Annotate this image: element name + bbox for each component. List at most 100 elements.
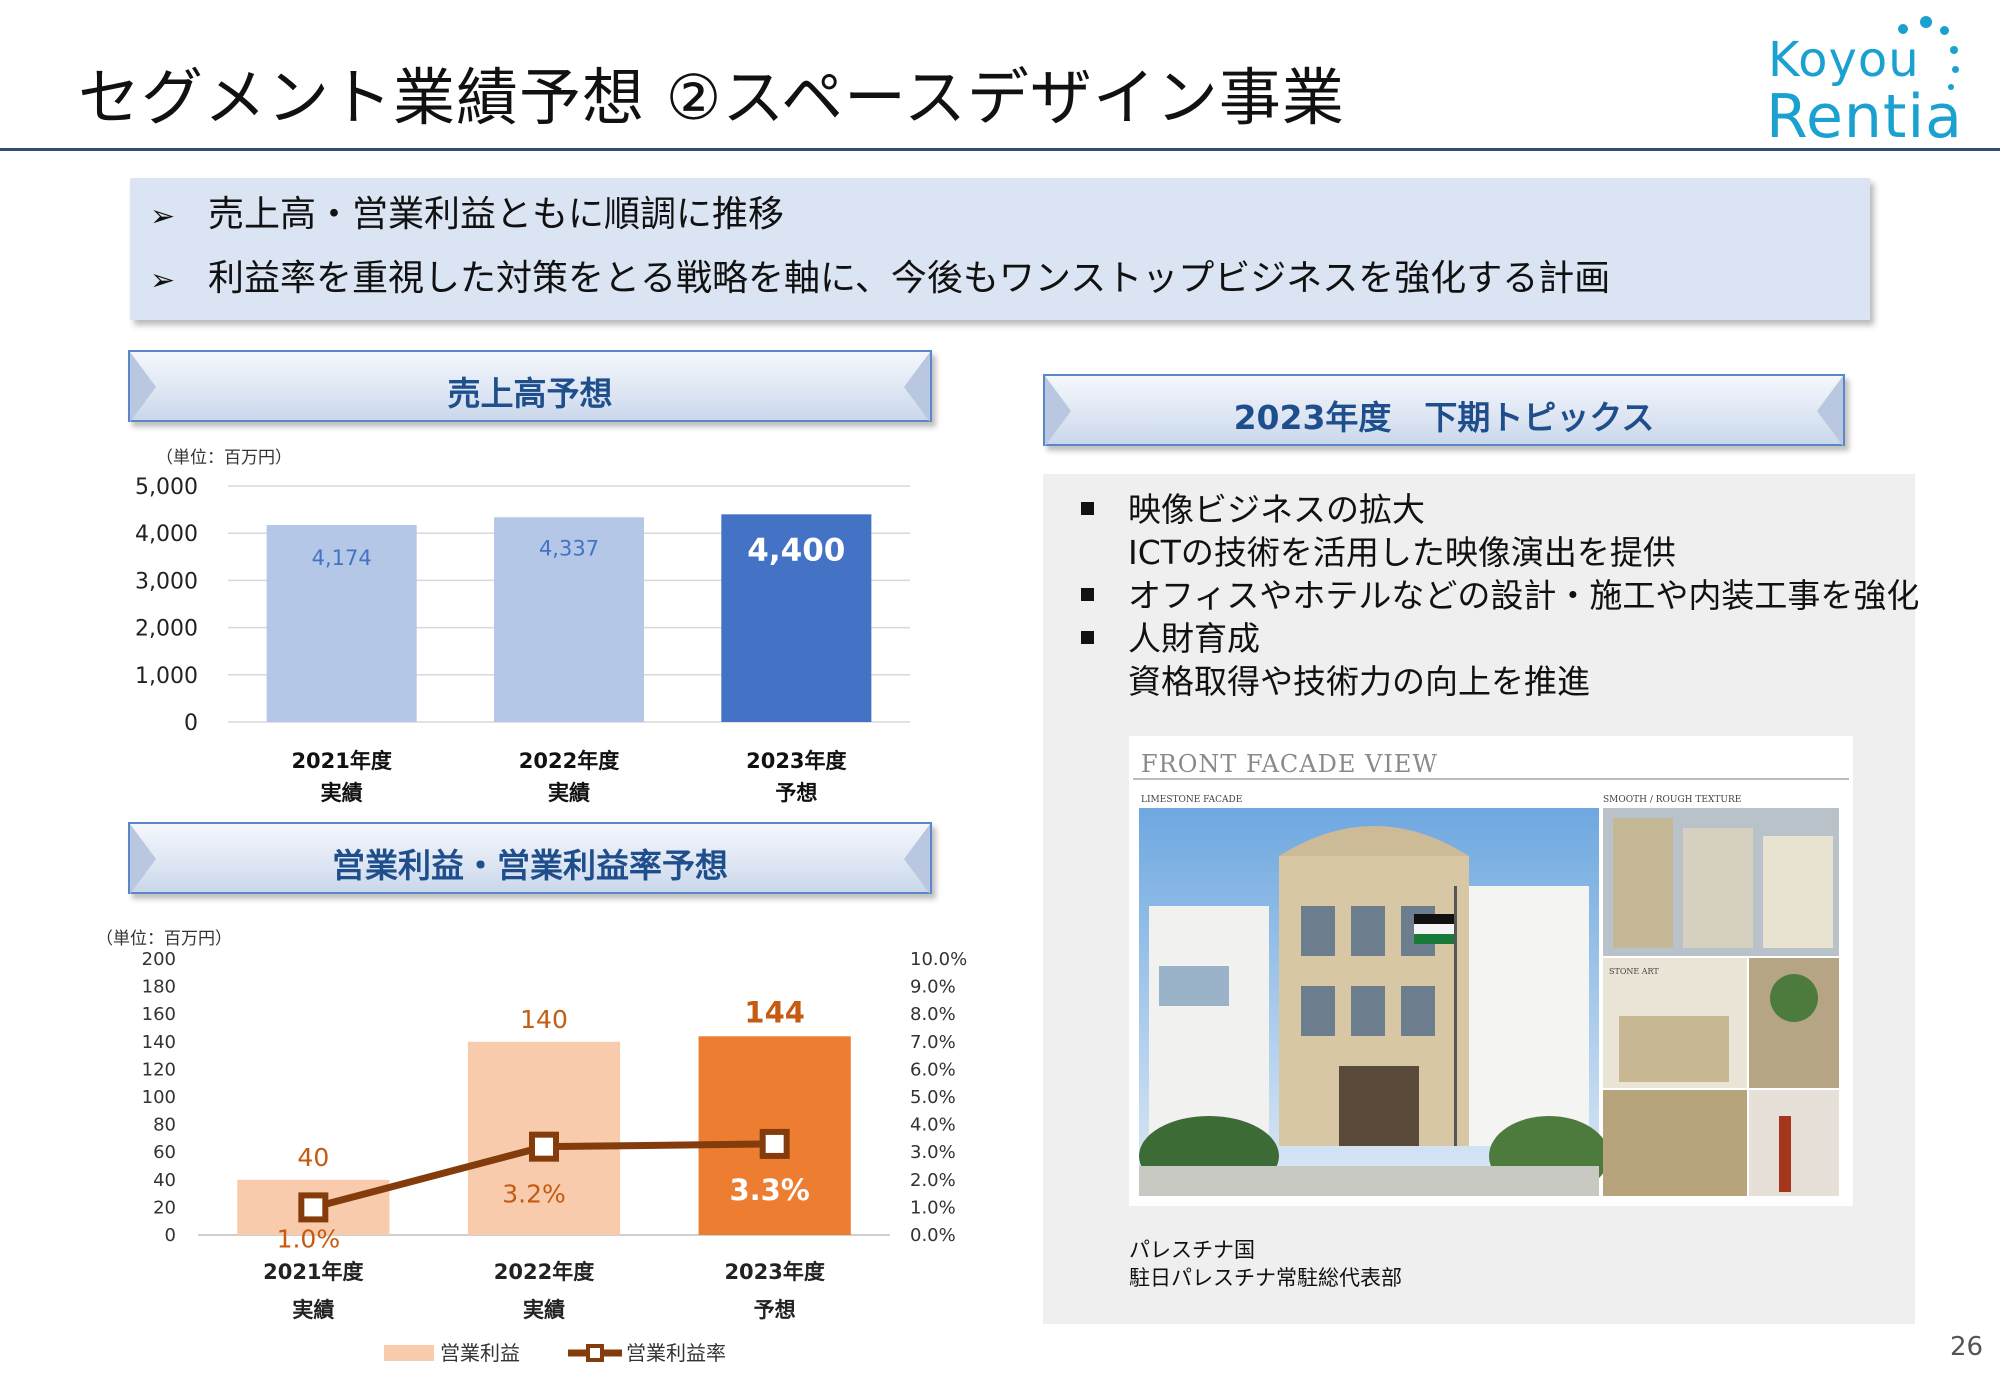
- profit-rate-marker: [529, 1131, 559, 1162]
- profit-bar-value-label: 140: [520, 1005, 568, 1034]
- company-logo: Koyou Rentia: [1760, 10, 1990, 152]
- profit-y2-tick: 7.0%: [910, 1032, 956, 1053]
- sales-bar: [493, 517, 645, 722]
- sales-y-tick: 2,000: [135, 617, 198, 642]
- profit-y2-ticks: 0.0% 1.0% 2.0% 3.0% 4.0% 5.0% 6.0% 7.0% 8.0% 9.0%…: [910, 949, 967, 1246]
- summary-text: 売上高・営業利益ともに順調に推移: [208, 194, 785, 235]
- profit-y-tick: 100: [142, 1087, 176, 1108]
- profit-y2-tick: 10.0%: [910, 949, 967, 970]
- logo-dot: [1898, 24, 1908, 34]
- image-label-right: SMOOTH / ROUGH TEXTURE: [1603, 795, 1741, 805]
- profit-x-label: 実績: [523, 1298, 565, 1322]
- profit-section-header: 営業利益・営業利益率予想: [128, 822, 932, 894]
- profit-y-tick: 80: [153, 1115, 176, 1136]
- profit-x-label: 2022年度: [494, 1260, 594, 1284]
- summary-line: ➢ 売上高・営業利益ともに順調に推移: [150, 190, 784, 242]
- sales-y-ticks: 0 1,000 2,000 3,000 4,000 5,000: [135, 475, 198, 736]
- sales-y-tick: 4,000: [135, 522, 198, 547]
- logo-dot: [1952, 66, 1959, 73]
- sales-bars: [266, 514, 872, 722]
- profit-y-tick: 20: [153, 1197, 176, 1218]
- square-bullet-icon: [1081, 502, 1094, 515]
- profit-y2-tick: 4.0%: [910, 1115, 956, 1136]
- profit-y2-tick: 2.0%: [910, 1170, 956, 1191]
- legend-swatch-profit: [384, 1345, 434, 1361]
- legend-marker-rate: [586, 1344, 604, 1362]
- profit-y-tick: 200: [142, 949, 176, 970]
- sales-x-label: 実績: [321, 781, 363, 805]
- profit-rate-marker: [759, 1128, 790, 1159]
- sales-value-label: 4,174: [312, 546, 372, 570]
- profit-rate-value-label: 1.0%: [277, 1224, 341, 1253]
- topics-section-title: 2023年度 下期トピックス: [1233, 398, 1655, 437]
- profit-line: [298, 1128, 790, 1223]
- profit-y2-tick: 9.0%: [910, 977, 956, 998]
- profit-rate-value-label: 3.3%: [729, 1173, 809, 1207]
- profit-y-tick: 60: [153, 1142, 176, 1163]
- profit-x-label: 予想: [754, 1298, 796, 1322]
- sales-y-tick: 1,000: [135, 664, 198, 689]
- page-title: セグメント業績予想 ②スペースデザイン事業: [78, 61, 1345, 134]
- sales-x-label: 2021年度: [291, 749, 391, 773]
- sales-x-label: 実績: [548, 781, 590, 805]
- square-bullet-icon: [1081, 631, 1094, 644]
- sales-x-label: 予想: [775, 781, 817, 805]
- profit-chart: 0 20 40 60 80 100 120 140 160 180 200 0.0% 1.0% 2.0%…: [142, 949, 968, 1365]
- topic-subitem: ICTの技術を活用した映像演出を提供: [1128, 531, 1676, 575]
- profit-y2-tick: 1.0%: [910, 1197, 956, 1218]
- page-number: 26: [1950, 1332, 1984, 1362]
- topic-item: 映像ビジネスの拡大: [1081, 488, 1425, 532]
- profit-y-tick: 120: [142, 1059, 176, 1080]
- profit-y2-tick: 0.0%: [910, 1225, 956, 1246]
- image-heading: FRONT FACADE VIEW: [1141, 750, 1438, 778]
- profit-y-tick: 40: [153, 1170, 176, 1191]
- profit-y2-tick: 6.0%: [910, 1059, 956, 1080]
- building-facade-image: FRONT FACADE VIEW LIMESTONE FACADE SMOOT…: [1129, 736, 1853, 1206]
- logo-line2: Rentia: [1766, 82, 1963, 152]
- logo-dot: [1950, 46, 1958, 54]
- profit-unit-label: （単位：百万円）: [96, 929, 232, 949]
- sales-value-label: 4,337: [539, 536, 599, 560]
- profit-y-tick: 160: [142, 1004, 176, 1025]
- profit-y-ticks: 0 20 40 60 80 100 120 140 160 180 200: [142, 949, 176, 1246]
- title-rule: [0, 148, 2000, 151]
- sales-chart: 0 1,000 2,000 3,000 4,000 5,000 4,174 4,337 4,4…: [135, 475, 910, 805]
- profit-rate-value-label: 3.2%: [502, 1180, 566, 1209]
- profit-section-title: 営業利益・営業利益率予想: [332, 846, 728, 885]
- topics-panel: 映像ビジネスの拡大 ICTの技術を活用した映像演出を提供 オフィスやホテルなどの…: [1043, 474, 1919, 1324]
- sales-section-title: 売上高予想: [447, 374, 613, 413]
- profit-y-tick: 180: [142, 977, 176, 998]
- summary-box: ➢ 売上高・営業利益ともに順調に推移 ➢ 利益率を重視した対策をとる戦略を軸に、今後…: [130, 178, 1870, 320]
- sales-value-label: 4,400: [747, 532, 845, 568]
- sales-y-tick: 5,000: [135, 475, 198, 500]
- topic-text: 資格取得や技術力の向上を推進: [1128, 662, 1590, 701]
- topics-section-header: 2023年度 下期トピックス: [1043, 374, 1845, 446]
- square-bullet-icon: [1081, 588, 1094, 601]
- image-label-sample: STONE ART: [1609, 967, 1659, 976]
- profit-y2-tick: 3.0%: [910, 1142, 956, 1163]
- logo-dot: [1940, 26, 1949, 35]
- legend-label-profit: 営業利益: [440, 1341, 520, 1365]
- profit-x-label: 実績: [292, 1298, 334, 1322]
- topic-text: ICTの技術を活用した映像演出を提供: [1128, 533, 1676, 572]
- profit-bar-value-label: 144: [744, 995, 805, 1029]
- sales-x-label: 2022年度: [519, 749, 619, 773]
- sales-bar: [266, 524, 417, 722]
- arrow-bullet-icon: ➢: [150, 263, 176, 298]
- logo-dot: [1948, 84, 1954, 90]
- sales-y-tick: 0: [184, 711, 198, 736]
- summary-line: ➢ 利益率を重視した対策をとる戦略を軸に、今後もワンストップビジネスを強化する計画: [150, 254, 1610, 306]
- topic-item: オフィスやホテルなどの設計・施工や内装工事を強化: [1081, 574, 1919, 618]
- image-caption-line1: パレスチナ国: [1129, 1238, 1255, 1262]
- profit-y-tick: 140: [142, 1032, 176, 1053]
- profit-value-labels: 40 140 144 1.0% 3.2% 3.3%: [277, 995, 810, 1253]
- sales-x-label: 2023年度: [746, 749, 846, 773]
- profit-bar-value-label: 40: [297, 1143, 329, 1172]
- summary-text: 利益率を重視した対策をとる戦略を軸に、今後もワンストップビジネスを強化する計画: [208, 258, 1611, 299]
- logo-line1: Koyou: [1768, 32, 1920, 88]
- logo-dot: [1920, 16, 1932, 28]
- profit-rate-marker: [298, 1192, 329, 1223]
- topic-text: 映像ビジネスの拡大: [1128, 490, 1425, 529]
